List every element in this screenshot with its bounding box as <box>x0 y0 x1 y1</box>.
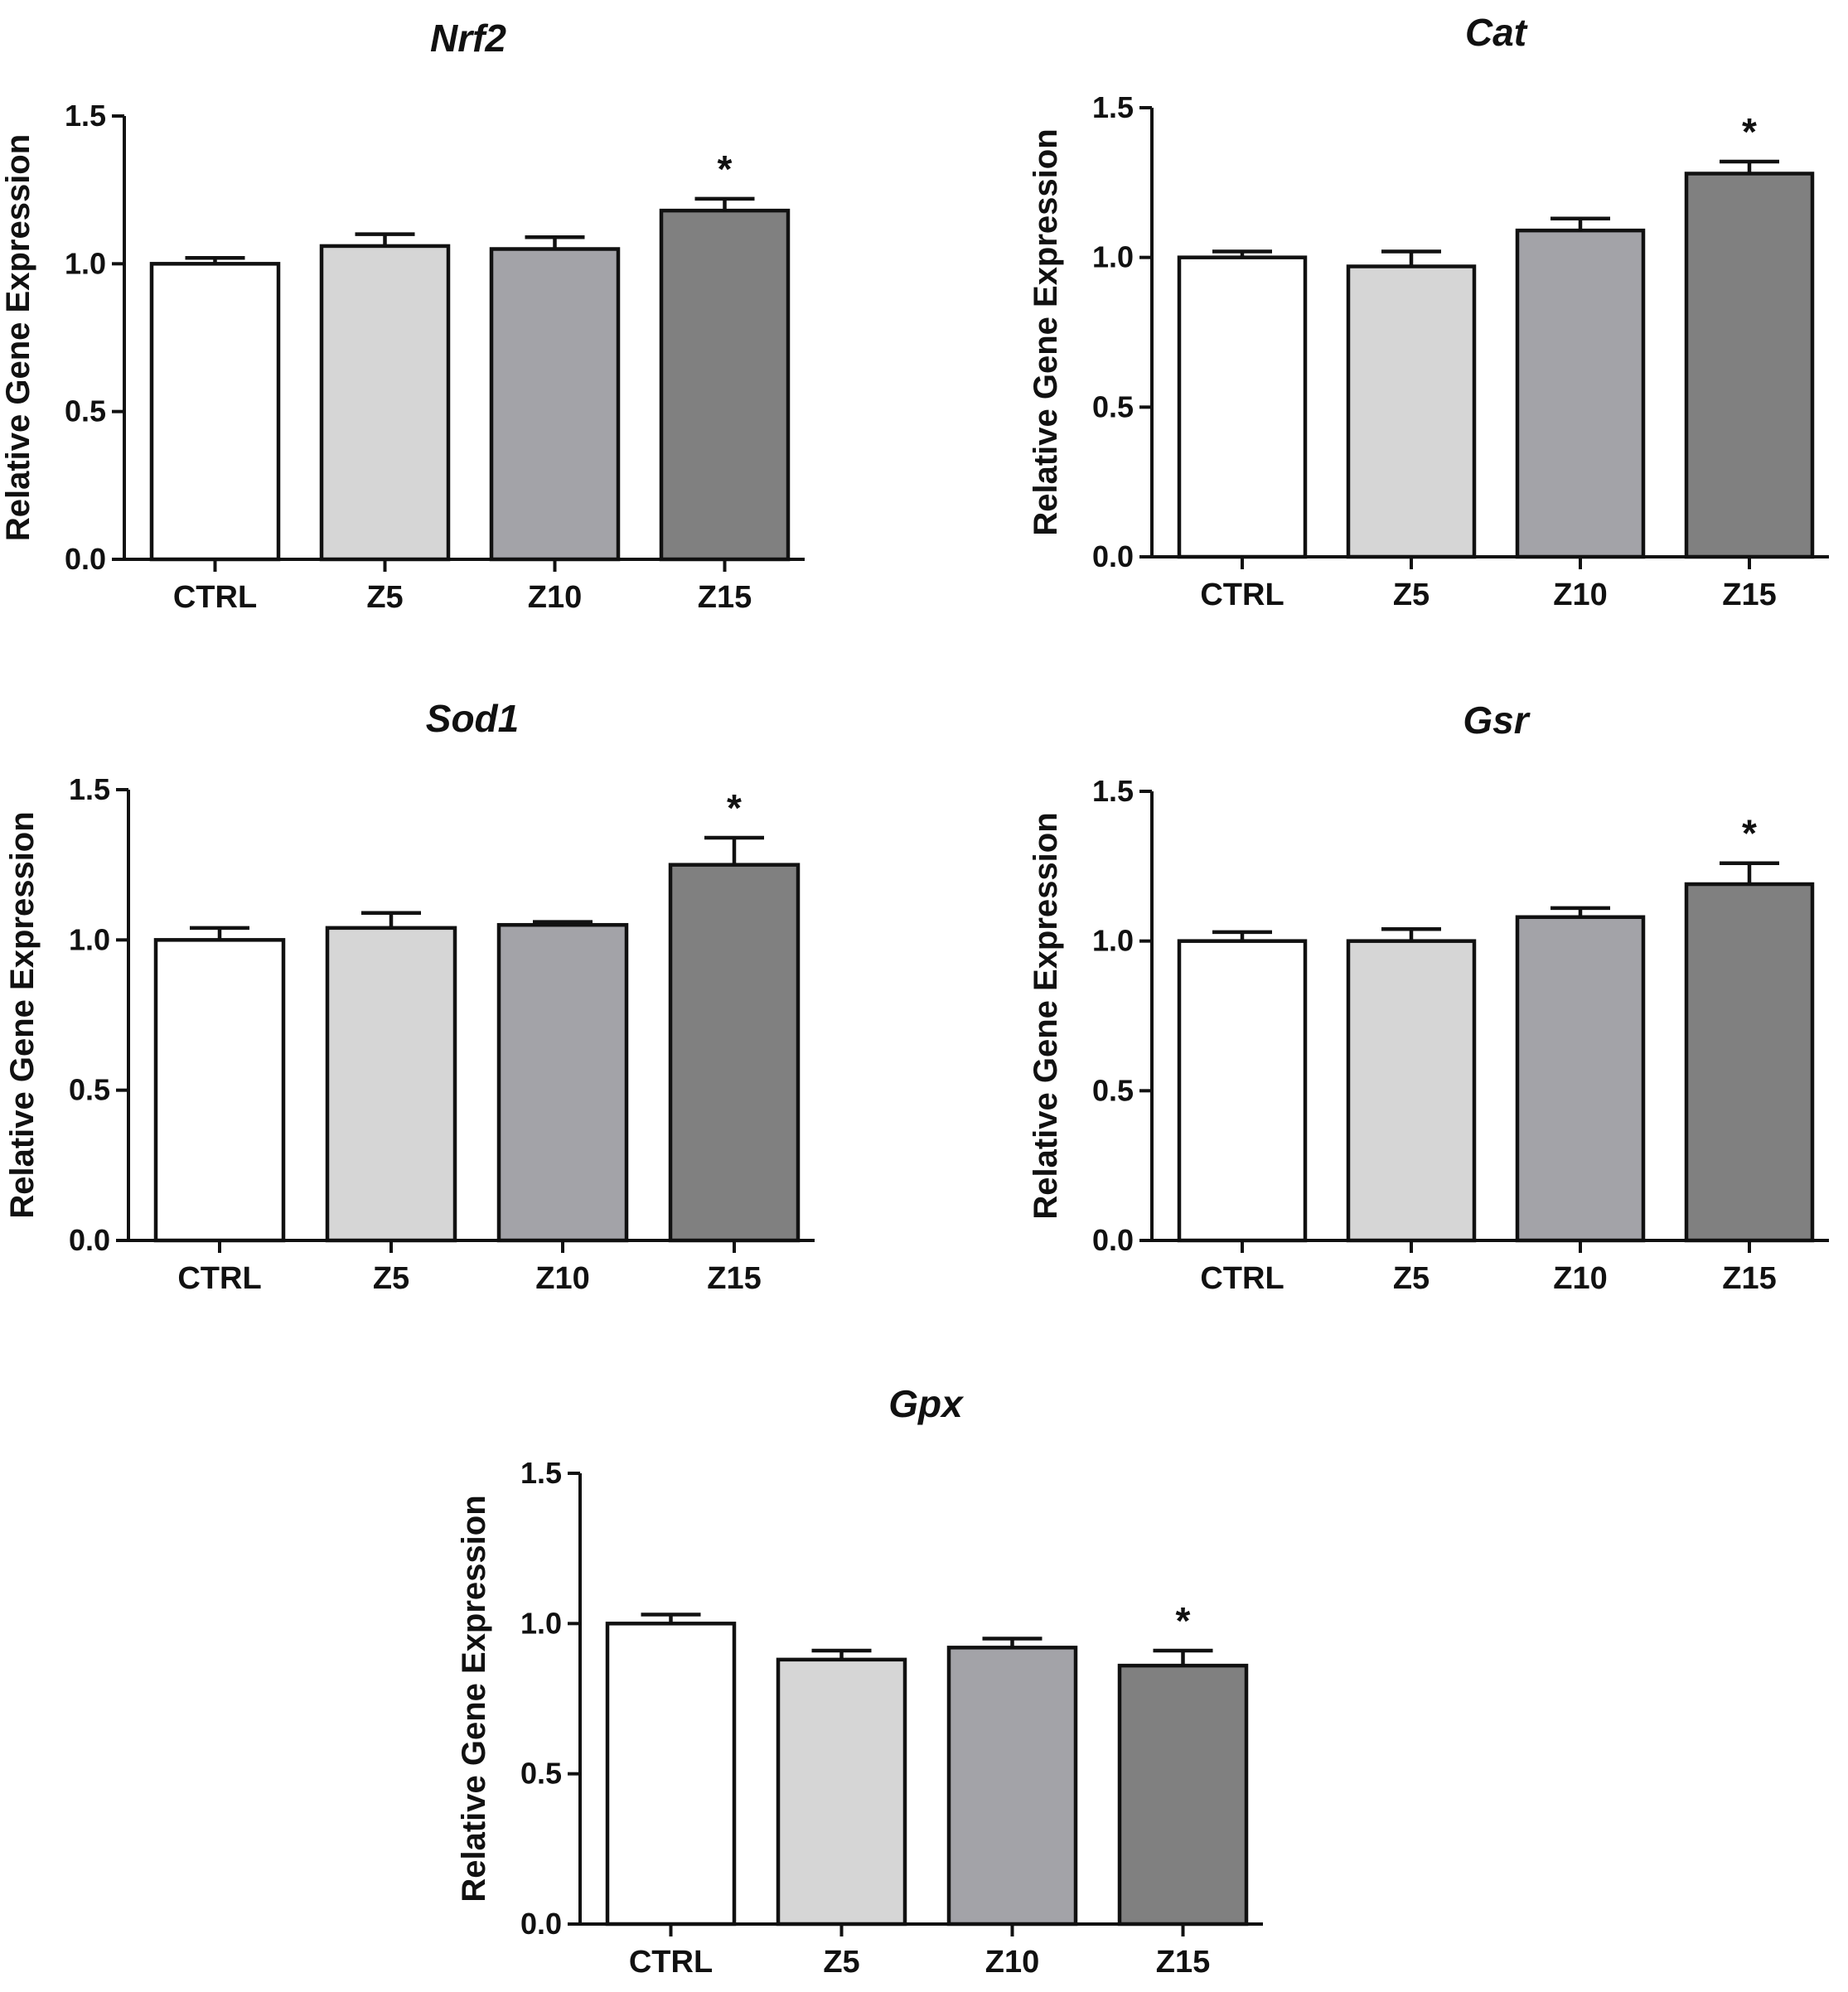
y-axis-label: Relative Gene Expression <box>456 1495 492 1902</box>
y-axis-label: Relative Gene Expression <box>0 134 36 541</box>
bar-ctrl <box>605 1622 737 1927</box>
x-tick-label: Z5 <box>366 580 403 615</box>
significance-marker: * <box>1176 1599 1191 1642</box>
x-tick-label: Z15 <box>698 580 752 615</box>
y-tick-label: 1.5 <box>1092 90 1134 124</box>
significance-marker: * <box>1742 812 1757 855</box>
bar-ctrl <box>149 262 281 562</box>
bar-z10 <box>496 922 629 1243</box>
x-tick-label: CTRL <box>173 580 257 615</box>
chart-title: Cat <box>1465 11 1528 54</box>
y-tick-label: 1.0 <box>1092 924 1134 958</box>
y-tick-label: 0.5 <box>1092 1073 1134 1107</box>
chart-panel-sod1: Sod1 Relative Gene Expression CTRL Z5 Z10 * Z1… <box>4 697 815 1296</box>
bar-z5 <box>1346 264 1477 559</box>
bar-z5 <box>1346 939 1477 1243</box>
x-tick-label: Z10 <box>1553 1261 1607 1296</box>
bar-z10 <box>946 1646 1078 1927</box>
y-tick-label: 0.0 <box>65 542 106 576</box>
significance-marker: * <box>1742 110 1757 153</box>
bar-z15 <box>659 208 791 562</box>
bar-z15 <box>1117 1663 1249 1927</box>
y-tick-label: 0.0 <box>520 1907 562 1941</box>
x-tick-label: Z10 <box>1553 578 1607 612</box>
y-axis-label: Relative Gene Expression <box>1028 812 1064 1219</box>
chart-title: Sod1 <box>426 697 519 740</box>
y-tick-label: 0.0 <box>1092 1223 1134 1257</box>
y-axis-label: Relative Gene Expression <box>4 811 41 1218</box>
x-tick-label: Z15 <box>1156 1945 1210 1980</box>
y-tick-label: 0.5 <box>69 1073 110 1107</box>
significance-marker: * <box>727 786 742 829</box>
bar-ctrl <box>153 938 286 1243</box>
bar-z15 <box>1684 172 1815 559</box>
x-tick-label: CTRL <box>1200 1261 1284 1296</box>
chart-panel-nrf2: Nrf2 Relative Gene Expression CTRL Z5 Z10 * Z1… <box>0 17 805 615</box>
bar-z10 <box>1515 228 1646 559</box>
y-tick-label: 1.0 <box>65 246 106 280</box>
y-tick-label: 0.0 <box>69 1223 110 1257</box>
y-tick-label: 0.5 <box>520 1757 562 1791</box>
y-tick-label: 1.0 <box>1092 240 1134 274</box>
x-tick-label: Z10 <box>535 1261 589 1296</box>
chart-title: Gsr <box>1463 699 1530 742</box>
x-tick-label: Z15 <box>1722 1261 1776 1296</box>
x-tick-label: Z5 <box>823 1945 859 1980</box>
y-tick-label: 0.5 <box>1092 389 1134 423</box>
x-tick-label: Z10 <box>985 1945 1039 1980</box>
y-tick-label: 1.5 <box>1092 774 1134 808</box>
bar-z10 <box>1515 915 1646 1243</box>
chart-panel-cat: Cat Relative Gene Expression CTRL Z5 Z10 * Z15… <box>1028 11 1829 612</box>
x-tick-label: Z5 <box>373 1261 409 1296</box>
chart-title: Nrf2 <box>430 17 506 60</box>
x-tick-label: CTRL <box>629 1945 713 1980</box>
chart-title: Gpx <box>888 1382 965 1425</box>
bar-z15 <box>1684 882 1815 1243</box>
y-tick-label: 1.5 <box>69 772 110 806</box>
x-tick-label: Z5 <box>1393 1261 1430 1296</box>
bar-z5 <box>319 244 451 562</box>
x-tick-label: Z5 <box>1393 578 1430 612</box>
bar-ctrl <box>1177 939 1308 1243</box>
y-axis-label: Relative Gene Expression <box>1028 128 1064 535</box>
x-tick-label: Z15 <box>1722 578 1776 612</box>
bar-z5 <box>776 1657 907 1927</box>
bar-z10 <box>489 247 621 562</box>
bar-ctrl <box>1177 255 1308 559</box>
y-tick-label: 1.5 <box>520 1456 562 1490</box>
bar-z5 <box>325 926 457 1243</box>
x-tick-label: Z10 <box>528 580 582 615</box>
bar-z15 <box>668 863 801 1243</box>
x-tick-label: Z15 <box>707 1261 761 1296</box>
y-tick-label: 0.0 <box>1092 539 1134 573</box>
y-tick-label: 1.0 <box>520 1606 562 1640</box>
y-tick-label: 0.5 <box>65 394 106 428</box>
y-tick-label: 1.0 <box>69 922 110 956</box>
significance-marker: * <box>718 147 733 191</box>
y-tick-label: 1.5 <box>65 99 106 133</box>
x-tick-label: CTRL <box>1200 578 1284 612</box>
x-tick-label: CTRL <box>177 1261 261 1296</box>
chart-panel-gsr: Gsr Relative Gene Expression CTRL Z5 Z10 * Z15… <box>1028 699 1829 1296</box>
chart-panel-gpx: Gpx Relative Gene Expression CTRL Z5 Z10 * Z15… <box>456 1382 1263 1980</box>
